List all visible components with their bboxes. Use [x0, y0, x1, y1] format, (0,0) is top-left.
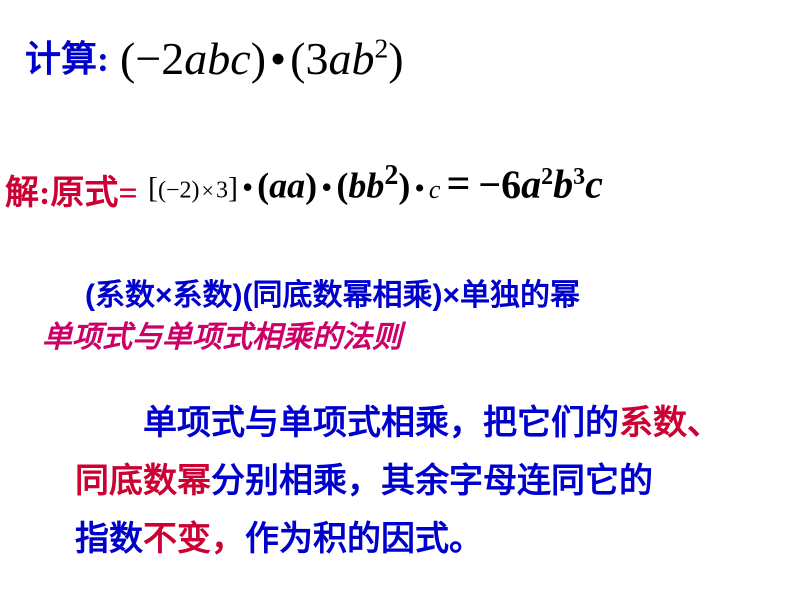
- three: 3: [216, 178, 228, 204]
- dot-op: •: [266, 33, 290, 84]
- lparen: (: [120, 33, 135, 84]
- solution-expression: [(−2)×3]•(aa)•(bb2)•c=−6a2b3c: [148, 160, 603, 209]
- rule-t2: 分别相乘，其余字母连同它的: [211, 463, 653, 500]
- rule-r3: 不变，: [143, 521, 245, 558]
- lp1: (: [158, 178, 166, 204]
- c: c: [429, 175, 447, 204]
- rbracket: ]: [228, 172, 238, 205]
- res-a: a: [521, 162, 541, 207]
- dot1: •: [238, 169, 257, 205]
- dot2: •: [317, 169, 336, 205]
- rule-indent: [75, 405, 143, 442]
- calculate-label: 计算:: [25, 30, 109, 82]
- coef2: 3: [305, 33, 328, 84]
- lparen2: (: [290, 33, 305, 84]
- rp2: ): [305, 166, 317, 206]
- bb: bb: [348, 166, 384, 206]
- exp2: 2: [374, 33, 388, 64]
- aa: aa: [269, 166, 305, 206]
- lbracket: [: [148, 172, 158, 205]
- var-a: a: [184, 33, 207, 84]
- coef1: 2: [161, 33, 184, 84]
- var-b2: b: [351, 33, 374, 84]
- neg2: −2: [166, 178, 192, 204]
- eq: =: [446, 162, 470, 208]
- var-c: c: [230, 33, 250, 84]
- rp1: ): [192, 178, 200, 204]
- var-a2: a: [328, 33, 351, 84]
- rule-summary: (系数×系数)(同底数幂相乘)×单独的幂: [85, 270, 580, 314]
- solution-label: 解:原式=: [5, 165, 138, 214]
- rule-name: 单项式与单项式相乘的法则: [42, 312, 402, 356]
- lp3: (: [336, 166, 348, 206]
- res-b: b: [553, 162, 573, 207]
- problem-expression: (−2abc)•(3ab2): [120, 32, 404, 85]
- neg6: −6: [470, 162, 521, 207]
- res-b-exp: 3: [573, 164, 585, 190]
- bb-exp: 2: [384, 160, 398, 191]
- rp3: ): [398, 166, 410, 206]
- rule-r2: 同底数幂: [75, 463, 211, 500]
- res-a-exp: 2: [541, 164, 553, 190]
- rparen: ): [251, 33, 266, 84]
- lp2: (: [257, 166, 269, 206]
- rparen2: ): [388, 33, 403, 84]
- rule-t3: 指数: [75, 521, 143, 558]
- dot3: •: [410, 172, 429, 205]
- rule-t1: 单项式与单项式相乘，把它们的: [143, 405, 619, 442]
- rule-t4: 作为积的因式。: [245, 521, 483, 558]
- rule-description: 单项式与单项式相乘，把它们的系数、 同底数幂分别相乘，其余字母连同它的 指数不变…: [75, 395, 755, 568]
- times: ×: [200, 178, 216, 203]
- rule-r1: 系数、: [619, 405, 721, 442]
- neg: −: [135, 33, 161, 84]
- res-c: c: [585, 162, 603, 207]
- var-b: b: [207, 33, 230, 84]
